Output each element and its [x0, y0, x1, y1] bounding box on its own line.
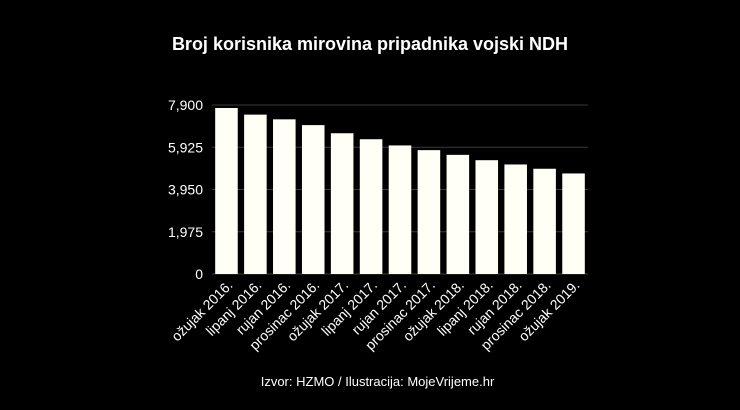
y-tick-label: 1,975	[168, 224, 203, 240]
bar	[562, 173, 585, 274]
y-tick-label: 7,900	[168, 97, 203, 113]
bar	[273, 119, 296, 274]
bar	[446, 154, 470, 274]
bar	[388, 145, 412, 274]
bar	[215, 107, 238, 274]
y-tick-label: 0	[195, 266, 203, 282]
bar	[301, 125, 325, 275]
bar	[533, 168, 556, 274]
bar	[504, 164, 527, 274]
bar	[417, 150, 441, 274]
bar	[330, 133, 354, 274]
bar	[244, 114, 267, 274]
chart-source: Izvor: HZMO / Ilustracija: MojeVrijeme.h…	[260, 374, 495, 389]
y-tick-label: 3,950	[168, 182, 203, 198]
bar	[359, 139, 383, 274]
chart-title: Broj korisnika mirovina pripadnika vojsk…	[171, 34, 569, 54]
y-tick-label: 5,925	[168, 139, 203, 155]
bar	[475, 160, 499, 274]
